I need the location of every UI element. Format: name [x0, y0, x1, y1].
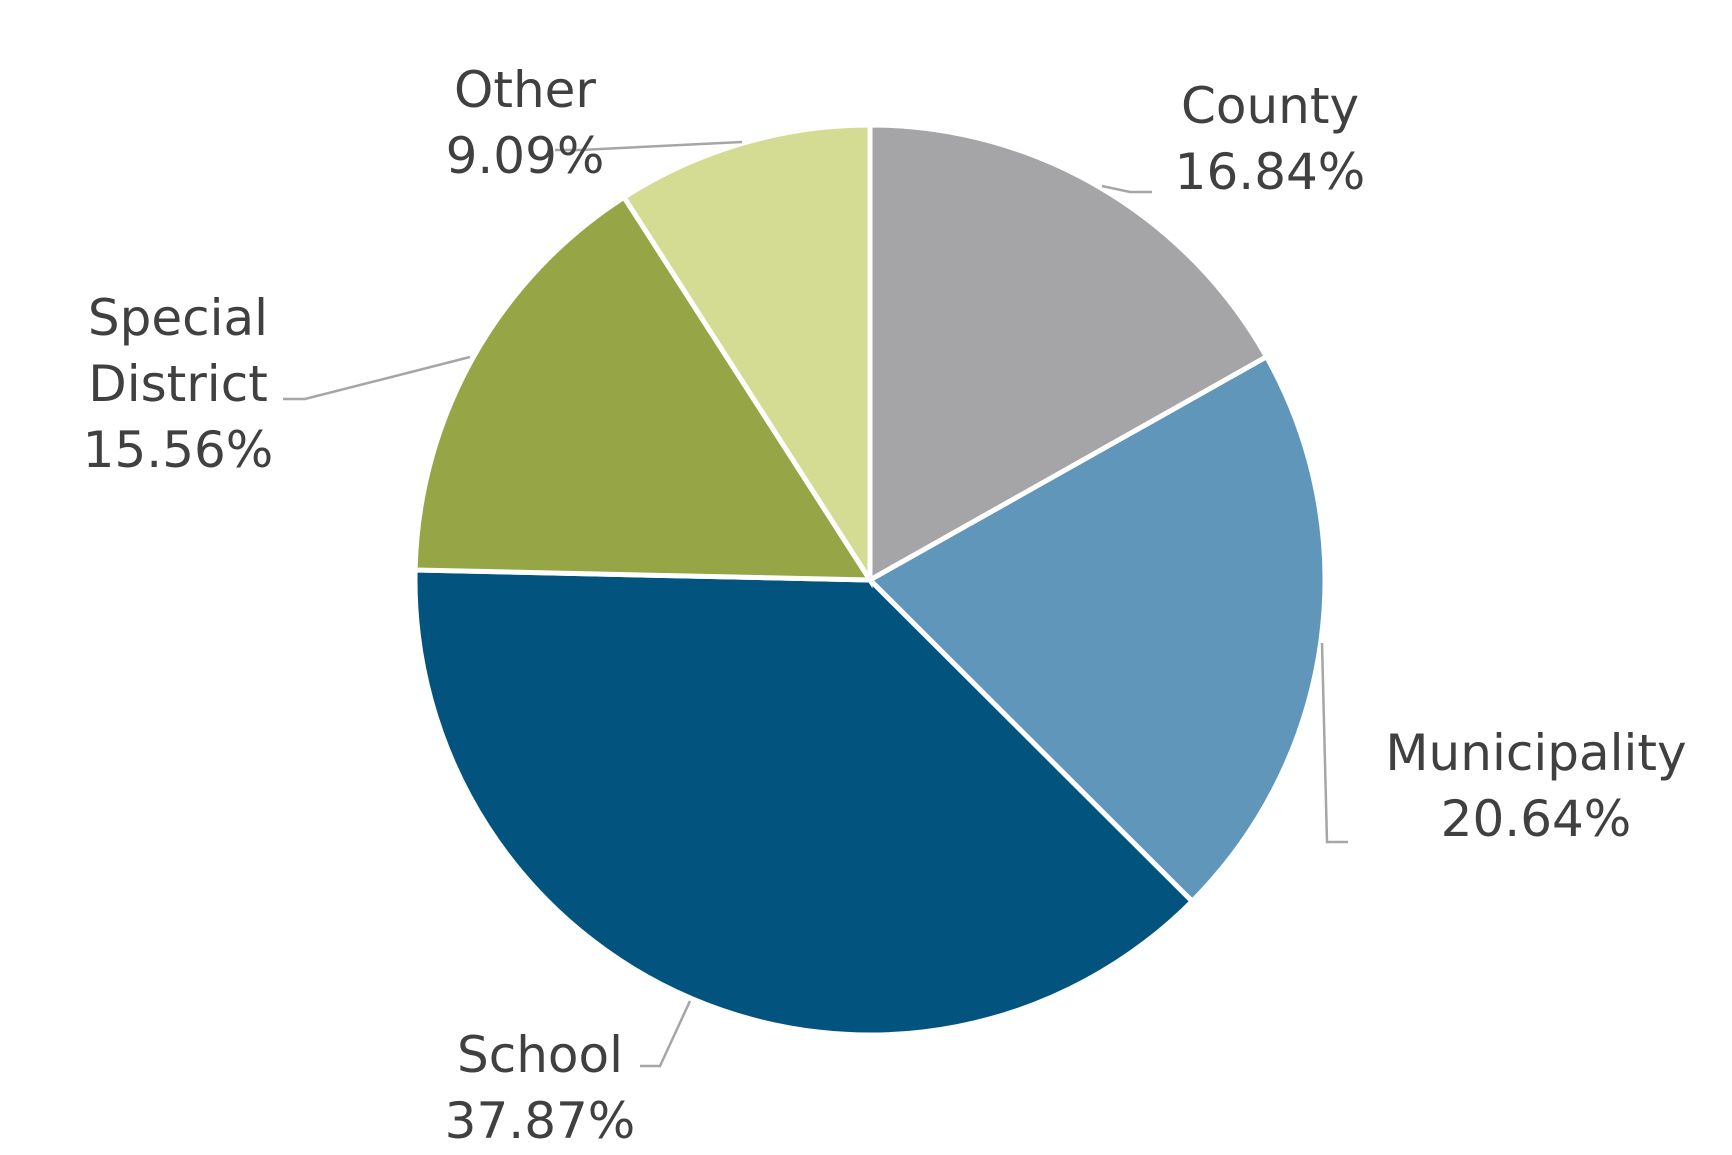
data-label-school: School 37.87%	[445, 1026, 636, 1150]
leader-lines	[283, 140, 1348, 1068]
data-label-county: County 16.84%	[1175, 77, 1366, 201]
data-label-value-county: 16.84%	[1175, 143, 1366, 201]
data-labels: County 16.84% Municipality 20.64% School 37.8…	[83, 61, 1687, 1150]
data-label-value-municipality: 20.64%	[1441, 790, 1632, 848]
data-label-category-special-district: Special	[88, 289, 268, 347]
leader-line-school	[640, 1000, 692, 1068]
data-label-value-special-district: 15.56%	[83, 421, 274, 479]
leader-line-other	[555, 140, 743, 152]
data-label-value-school: 37.87%	[445, 1092, 636, 1150]
data-label-municipality: Municipality 20.64%	[1385, 724, 1686, 848]
data-label-special-district: Special District 15.56%	[83, 289, 274, 479]
leader-line-special-district	[283, 355, 471, 401]
data-label-category-county: County	[1181, 77, 1359, 135]
pie-slice-other	[620, 122, 873, 589]
data-label-other: Other 9.09%	[446, 61, 605, 185]
pie-slices	[412, 122, 1328, 1038]
data-label-category-special-district: District	[88, 355, 268, 413]
data-label-value-other: 9.09%	[446, 127, 605, 185]
pie-slice-special-district	[412, 193, 875, 583]
pie-slice-municipality	[865, 353, 1328, 905]
pie-slice-school	[412, 567, 1196, 1038]
leader-line-county	[1101, 184, 1152, 194]
pie-slice-county	[867, 122, 1270, 585]
data-label-category-municipality: Municipality	[1385, 724, 1686, 782]
data-label-category-school: School	[457, 1026, 623, 1084]
data-label-category-other: Other	[454, 61, 596, 119]
leader-line-municipality	[1320, 642, 1348, 844]
